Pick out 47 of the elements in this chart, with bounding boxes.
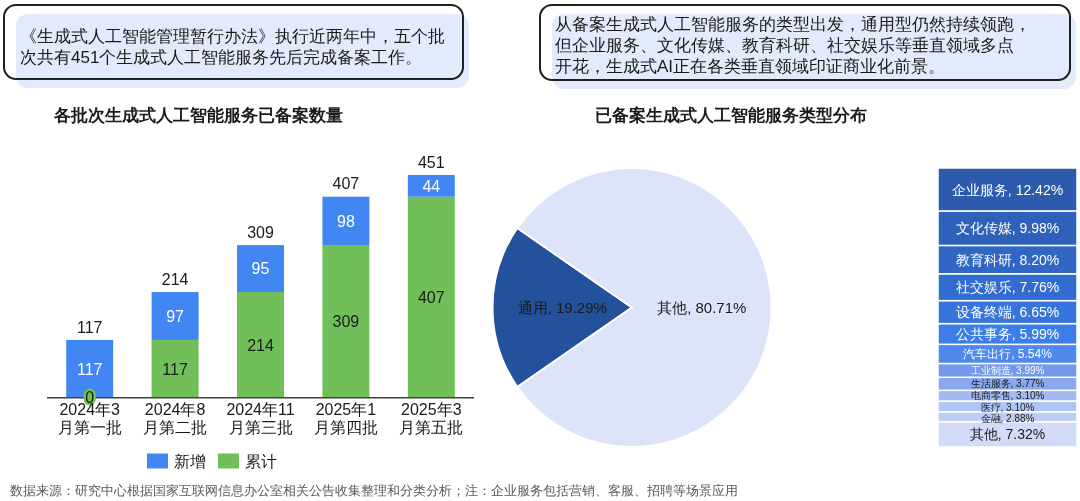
data-label: 医疗, 3.10% bbox=[980, 401, 1035, 413]
bar bbox=[322, 245, 370, 398]
data-label: 98 bbox=[337, 212, 355, 230]
data-label: 设备终端, 6.65% bbox=[955, 304, 1060, 321]
x-tick-label: 2024年8月第二批 bbox=[143, 400, 208, 436]
data-label: 社交娱乐, 7.76% bbox=[955, 279, 1060, 296]
bar bbox=[151, 339, 199, 398]
text: 从备案生成式人工智能服务的类型出发，通用型仍然持续领跑，但企业服务、文化传媒、教育科研、社交娱乐等垂直领域多点开花，生成式AI正在各类垂直领域印证商业化前景。 bbox=[555, 15, 1031, 77]
data-label: 企业服务, 12.42% bbox=[951, 181, 1064, 198]
data-label: 汽车出行, 5.54% bbox=[963, 347, 1053, 362]
bar bbox=[407, 196, 455, 398]
data-label: 44 bbox=[422, 177, 441, 195]
data-label: 公共事务, 5.99% bbox=[955, 326, 1060, 343]
chart-title: 各批次生成式人工智能服务已备案数量 bbox=[52, 105, 343, 126]
slice-label: 通用, 19.29% bbox=[517, 298, 607, 316]
data-label: 117 bbox=[76, 360, 103, 378]
data-label: 金融, 2.88% bbox=[980, 412, 1035, 424]
data-label: 214 bbox=[247, 336, 274, 354]
data-label: 生活服务, 3.77% bbox=[970, 378, 1045, 390]
x-tick-label: 2024年11月第三批 bbox=[226, 400, 295, 436]
total-label: 451 bbox=[417, 153, 445, 171]
bar bbox=[237, 292, 284, 398]
x-tick-label: 2025年1月第四批 bbox=[313, 400, 378, 436]
data-label: 其他, 7.32% bbox=[969, 426, 1046, 443]
total-label: 309 bbox=[247, 223, 274, 241]
text: 《生成式人工智能管理暂行办法》执行近两年中，五个批次共有451个生成式人工智能服务先后完成备案工作。 bbox=[20, 27, 445, 68]
source-note: 数据来源：研究中心根据国家互联网信息办公室相关公告收集整理和分类分析；注：企业服务包括营销、客服、招聘等场景应用 bbox=[10, 482, 738, 498]
data-label: 97 bbox=[166, 307, 185, 325]
legend-label: 新增 bbox=[174, 452, 206, 470]
total-label: 214 bbox=[161, 270, 189, 288]
total-label: 407 bbox=[332, 175, 360, 193]
bar bbox=[237, 245, 284, 293]
data-label: 95 bbox=[251, 260, 270, 278]
data-label: 教育科研, 8.20% bbox=[955, 251, 1060, 268]
chart-title: 已备案生成式人工智能服务类型分布 bbox=[595, 105, 867, 126]
total-label: 117 bbox=[76, 318, 103, 336]
legend-label: 累计 bbox=[245, 452, 277, 470]
data-label: 文化传媒, 9.98% bbox=[955, 220, 1060, 237]
data-label: 309 bbox=[332, 313, 360, 331]
slice-label: 其他, 80.71% bbox=[657, 298, 747, 316]
data-label: 电商零售, 3.10% bbox=[970, 390, 1045, 402]
x-tick-label: 2025年3月第五批 bbox=[399, 400, 464, 436]
data-label: 407 bbox=[417, 288, 445, 306]
data-label: 117 bbox=[162, 360, 188, 378]
bar bbox=[151, 292, 199, 340]
bar bbox=[322, 196, 370, 246]
data-label: 工业制造, 3.99% bbox=[970, 364, 1045, 376]
